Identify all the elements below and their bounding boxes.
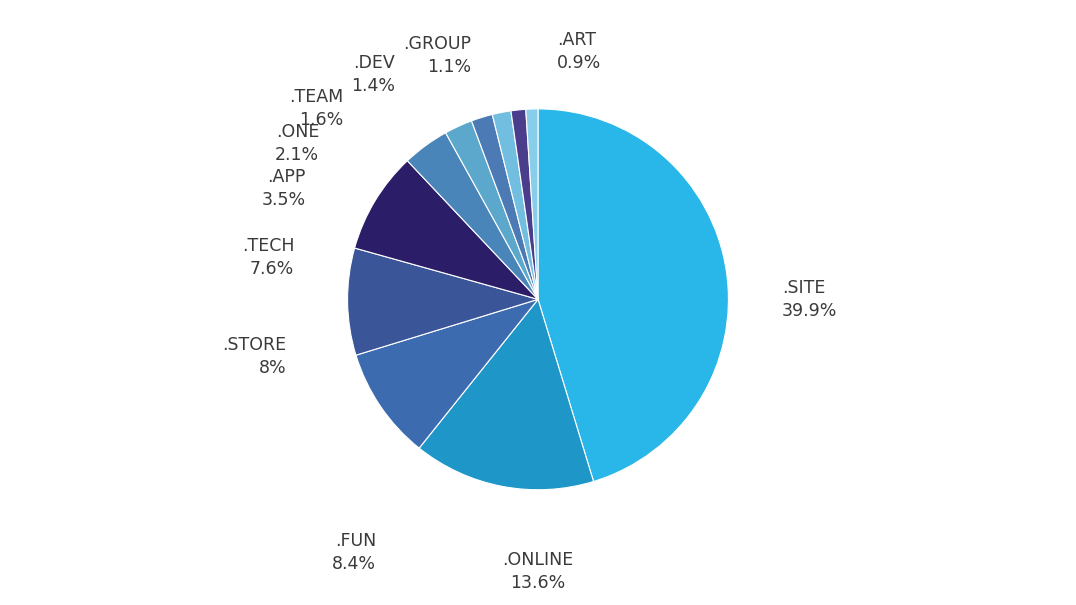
Text: .ONLINE
13.6%: .ONLINE 13.6% <box>502 551 574 592</box>
Text: .APP
3.5%: .APP 3.5% <box>261 168 306 209</box>
Wedge shape <box>408 133 538 299</box>
Text: .ART
0.9%: .ART 0.9% <box>557 31 601 72</box>
Wedge shape <box>355 161 538 299</box>
Wedge shape <box>420 299 594 490</box>
Wedge shape <box>471 114 538 299</box>
Wedge shape <box>538 109 728 482</box>
Wedge shape <box>348 248 538 355</box>
Wedge shape <box>356 299 538 448</box>
Text: .GROUP
1.1%: .GROUP 1.1% <box>404 35 471 76</box>
Text: .TECH
7.6%: .TECH 7.6% <box>242 237 294 278</box>
Text: .DEV
1.4%: .DEV 1.4% <box>351 54 395 95</box>
Wedge shape <box>493 111 538 299</box>
Wedge shape <box>445 121 538 299</box>
Text: .SITE
39.9%: .SITE 39.9% <box>782 279 837 320</box>
Text: .TEAM
1.6%: .TEAM 1.6% <box>289 88 343 129</box>
Wedge shape <box>511 110 538 299</box>
Text: .FUN
8.4%: .FUN 8.4% <box>332 532 377 572</box>
Text: .STORE
8%: .STORE 8% <box>223 336 286 377</box>
Text: .ONE
2.1%: .ONE 2.1% <box>274 123 318 163</box>
Wedge shape <box>526 109 538 299</box>
